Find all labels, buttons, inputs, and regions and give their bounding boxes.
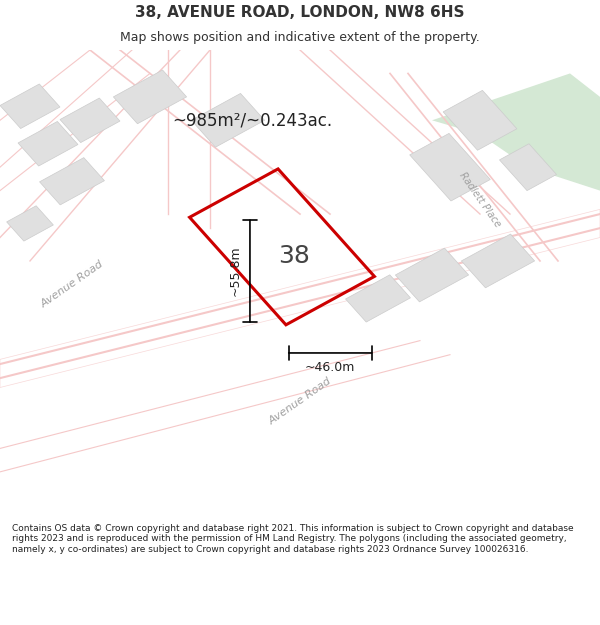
Polygon shape <box>191 93 265 148</box>
Text: ~985m²/~0.243ac.: ~985m²/~0.243ac. <box>172 111 332 129</box>
Text: Avenue Road: Avenue Road <box>267 376 333 427</box>
Polygon shape <box>40 158 104 205</box>
Text: 38: 38 <box>278 244 310 268</box>
Text: ~55.8m: ~55.8m <box>229 246 241 296</box>
Text: Avenue Road: Avenue Road <box>39 259 105 310</box>
Polygon shape <box>18 121 78 166</box>
Polygon shape <box>461 234 535 288</box>
Polygon shape <box>410 133 490 201</box>
Polygon shape <box>499 144 557 191</box>
Text: 38, AVENUE ROAD, LONDON, NW8 6HS: 38, AVENUE ROAD, LONDON, NW8 6HS <box>135 5 465 20</box>
Text: Map shows position and indicative extent of the property.: Map shows position and indicative extent… <box>120 31 480 44</box>
Polygon shape <box>395 248 469 302</box>
Text: Radlett Place: Radlett Place <box>457 171 503 229</box>
Polygon shape <box>443 91 517 150</box>
Polygon shape <box>113 70 187 124</box>
Polygon shape <box>60 98 120 142</box>
Polygon shape <box>0 209 600 388</box>
Polygon shape <box>346 275 410 322</box>
Polygon shape <box>7 206 53 241</box>
Text: Contains OS data © Crown copyright and database right 2021. This information is : Contains OS data © Crown copyright and d… <box>12 524 574 554</box>
Polygon shape <box>0 84 60 129</box>
Polygon shape <box>432 73 600 191</box>
Text: ~46.0m: ~46.0m <box>305 361 355 374</box>
